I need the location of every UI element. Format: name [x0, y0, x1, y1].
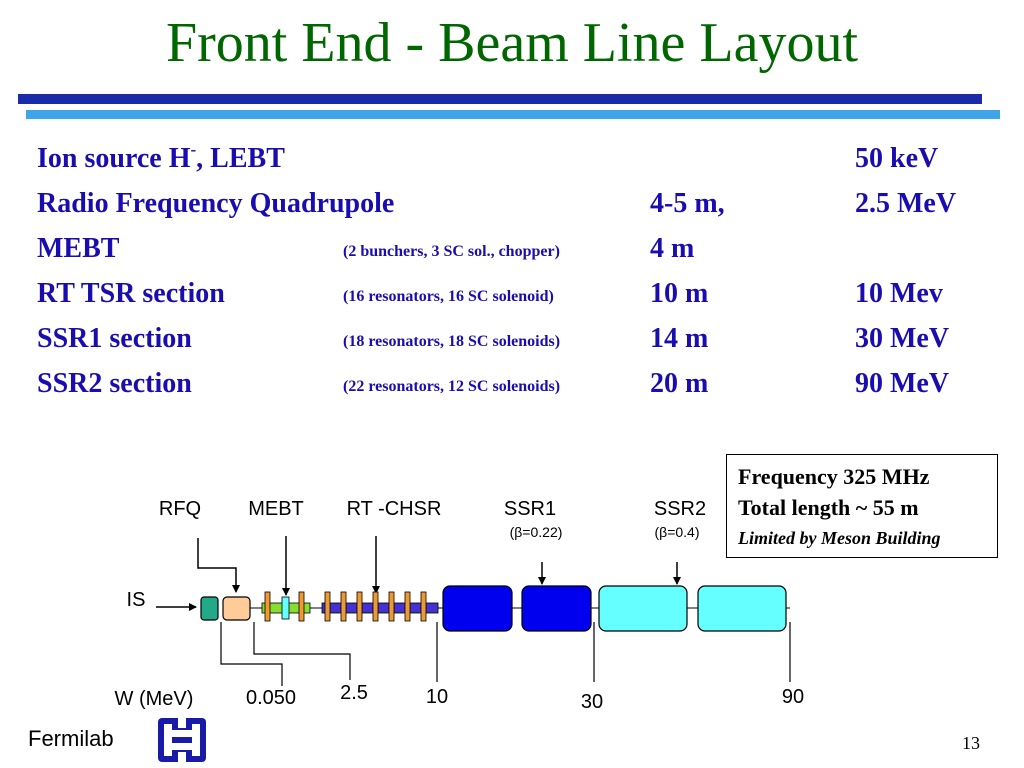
energy-marker-10: 10 — [426, 686, 448, 708]
fermilab-logo-icon — [158, 718, 206, 762]
section-name: RT TSR section — [37, 278, 225, 309]
ssr2-cryomodule — [697, 585, 787, 632]
energy-axis-label: W (MeV) — [115, 688, 194, 710]
section-energy: 10 Mev — [855, 278, 943, 309]
label-ssr1: SSR1 — [504, 498, 556, 520]
title-rule-dark — [18, 94, 982, 104]
ion-source-block — [200, 596, 219, 621]
slide-title: Front End - Beam Line Layout — [165, 12, 859, 74]
rfq-pointer-arrow — [197, 538, 240, 593]
info-frequency: Frequency 325 MHz — [738, 464, 930, 489]
label-ssr2: SSR2 — [654, 498, 706, 520]
section-row-rfq: Radio Frequency Quadrupole 4-5 m, 2.5 Me… — [0, 187, 1024, 227]
section-name: MEBT — [37, 233, 120, 264]
energy-marker-90: 90 — [782, 686, 804, 708]
section-row-mebt: MEBT (2 bunchers, 3 SC sol., chopper) 4 … — [0, 232, 1024, 272]
mebt-group — [261, 591, 311, 622]
section-energy: 90 MeV — [855, 368, 950, 399]
footer-brand: Fermilab — [28, 726, 114, 751]
label-rt-chsr: RT -CHSR — [347, 498, 442, 520]
section-length: 4-5 m, — [650, 188, 725, 219]
section-energy: 30 MeV — [855, 323, 950, 354]
energy-marker-2-5: 2.5 — [340, 682, 368, 704]
section-name: SSR1 section — [37, 323, 192, 354]
section-row-ssr2: SSR2 section (22 resonators, 12 SC solen… — [0, 367, 1024, 407]
title-rule-light — [26, 110, 1000, 119]
ssr1-cryomodule — [521, 585, 592, 632]
label-is: IS — [127, 589, 146, 611]
section-length: 20 m — [650, 368, 709, 399]
ssr1-cryomodule — [442, 585, 513, 632]
energy-marker-30: 30 — [581, 691, 603, 713]
section-detail: (18 resonators, 18 SC solenoids) — [343, 333, 561, 350]
label-rfq: RFQ — [159, 498, 201, 520]
energy-leader-0050 — [220, 622, 283, 686]
section-length: 10 m — [650, 278, 709, 309]
section-energy: 50 keV — [855, 143, 939, 174]
section-detail: (16 resonators, 16 SC solenoid) — [343, 288, 554, 305]
section-length: 14 m — [650, 323, 709, 354]
section-length: 4 m — [650, 233, 695, 264]
ssr2-cryomodule — [598, 585, 688, 632]
energy-marker-0050: 0.050 — [246, 687, 296, 709]
label-ssr2-beta: (β=0.4) — [654, 524, 699, 540]
section-row-ssr1: SSR1 section (18 resonators, 18 SC solen… — [0, 322, 1024, 362]
section-detail: (22 resonators, 12 SC solenoids) — [343, 378, 561, 395]
section-name: Ion source H-, LEBT — [37, 140, 285, 174]
section-row-rt-tsr: RT TSR section (16 resonators, 16 SC sol… — [0, 277, 1024, 317]
info-box: Frequency 325 MHz Total length ~ 55 m Li… — [726, 454, 998, 558]
section-name: SSR2 section — [37, 368, 192, 399]
label-ssr1-beta: (β=0.22) — [510, 524, 563, 540]
section-name: Radio Frequency Quadrupole — [37, 188, 395, 219]
rfq-block — [222, 596, 251, 621]
section-row-ion-source: Ion source H-, LEBT 50 keV — [0, 140, 1024, 182]
energy-leader-2-5 — [253, 622, 351, 680]
info-limit: Limited by Meson Building — [738, 528, 941, 548]
info-total-length: Total length ~ 55 m — [738, 495, 919, 520]
section-energy: 2.5 MeV — [855, 188, 957, 219]
rt-chsr-group — [321, 591, 439, 622]
page-number: 13 — [962, 733, 980, 753]
section-detail: (2 bunchers, 3 SC sol., chopper) — [343, 243, 560, 260]
label-mebt: MEBT — [248, 498, 304, 520]
